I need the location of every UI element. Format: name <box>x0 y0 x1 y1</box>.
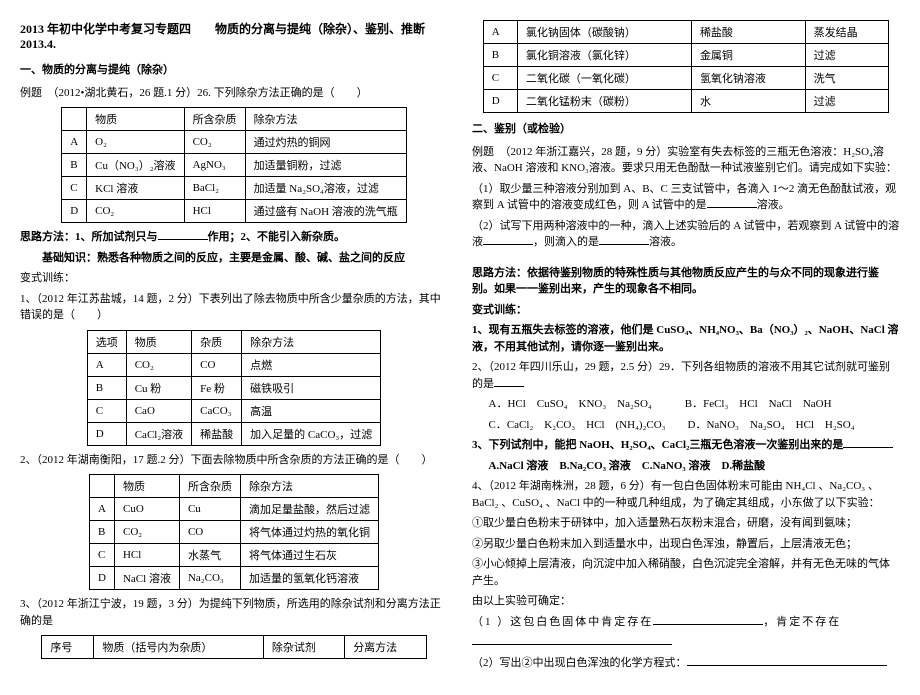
table-3: 物质 所含杂质 除杂方法 ACuOCu滴加足量盐酸，然后过滤 BCO₂CO将气体… <box>89 474 379 590</box>
example-2b: （1）取少量三种溶液分别加到 A、B、C 三支试管中，各滴入 1～2 滴无色酚酞… <box>472 181 900 214</box>
blank <box>158 239 208 240</box>
section-2-heading: 二、鉴别（或检验） <box>472 121 900 138</box>
r2-options-a: A．HCl CuSO₄ KNO₃ Na₂SO₄ B．FeCl₃ HCl NaCl… <box>489 396 901 413</box>
blank <box>599 244 649 245</box>
variant-heading-2: 变式训练： <box>472 302 900 319</box>
table-1: 物质 所含杂质 除杂方法 AO₂CO₂通过灼热的铜网 BCu（NO₃）₂溶液Ag… <box>61 107 407 223</box>
blank <box>494 386 524 387</box>
example-1: 例题 （2012•湖北黄石，26 题.1 分）26. 下列除杂方法正确的是（ ） <box>20 85 448 102</box>
blank <box>843 447 893 448</box>
example-2a: 例题 （2012 年浙江嘉兴，28 题，9 分）实验室有失去标签的三瓶无色溶液：… <box>472 144 900 177</box>
r-question-2: 2、（2012 年四川乐山，29 题，2.5 分）29．下列各组物质的溶液不用其… <box>472 359 900 392</box>
right-column: A氯化钠固体（碳酸钠）稀盐酸蒸发结晶 B氯化铜溶液（氯化锌）金属铜过滤 C二氧化… <box>472 20 900 675</box>
variant-heading: 变式训练： <box>20 270 448 287</box>
r4-answer1: （1 ）这包白色固体中肯定存在，肯定不存在 <box>472 614 900 631</box>
thinking-2: 思路方法：依据待鉴别物质的特殊性质与其他物质反应产生的与众不同的现象进行鉴别。如… <box>472 265 900 298</box>
r4-step3: ③小心倾掉上层清液，向沉淀中加入稀硝酸，白色沉淀完全溶解，并有无色无味的气体产生… <box>472 556 900 589</box>
r4-conclude: 由以上实验可确定： <box>472 593 900 610</box>
r2-options-b: C．CaCl₂ K₂CO₃ HCl (NH₄)₂CO₃ D．NaNO₃ Na₂S… <box>489 417 901 434</box>
r4-step2: ②另取少量白色粉末加入到适量水中，出现白色浑浊，静置后，上层清液无色； <box>472 536 900 553</box>
t1-h0 <box>62 108 87 131</box>
r4-step1: ①取少量白色粉末于研钵中，加入适量熟石灰粉末混合，研磨，没有闻到氨味； <box>472 515 900 532</box>
r-question-1: 1、现有五瓶失去标签的溶液，他们是 CuSO₄、NH₄NO₃、Ba（NO₃）₂、… <box>472 322 900 355</box>
table-4: 序号 物质（括号内为杂质） 除杂试剂 分离方法 <box>41 635 426 659</box>
base-knowledge: 基础知识：熟悉各种物质之间的反应，主要是金属、酸、碱、盐之间的反应 <box>20 250 448 267</box>
table-2: 选项 物质 杂质 除杂方法 ACO₂CO点燃 BCu 粉Fe 粉磁铁吸引 CCa… <box>87 330 382 446</box>
blank <box>653 624 763 625</box>
t1-h3: 除杂方法 <box>245 108 406 131</box>
section-1-heading: 一、物质的分离与提纯（除杂） <box>20 62 448 79</box>
r-question-4: 4、（2012 年湖南株洲，28 题，6 分）有一包白色固体粉末可能由 NH₄C… <box>472 478 900 511</box>
blank <box>707 207 757 208</box>
r4-answer2: （2）写出②中出现白色浑浊的化学方程式： <box>472 655 900 672</box>
blank <box>483 244 533 245</box>
r-question-3: 3、下列试剂中，能把 NaOH、H₂SO₄、CaCl₂三瓶无色溶液一次鉴别出来的… <box>472 437 900 454</box>
left-column: 2013 年初中化学中考复习专题四 物质的分离与提纯（除杂）、鉴别、推断 201… <box>20 20 448 675</box>
t1-h2: 所含杂质 <box>184 108 245 131</box>
r3-options: A.NaCl 溶液 B.Na₂CO₃ 溶液 C.NaNO₃ 溶液 D.稀盐酸 <box>489 458 901 475</box>
question-2: 2、（2012 年湖南衡阳，17 题.2 分）下面去除物质中所含杂质的方法正确的… <box>20 452 448 469</box>
t1-h1: 物质 <box>87 108 184 131</box>
question-1: 1、（2012 年江苏盐城，14 题，2 分）下表列出了除去物质中所含少量杂质的… <box>20 291 448 324</box>
table-5: A氯化钠固体（碳酸钠）稀盐酸蒸发结晶 B氯化铜溶液（氯化锌）金属铜过滤 C二氧化… <box>483 20 890 113</box>
thinking-1: 思路方法：1、所加试剂只与作用；2、不能引入新杂质。 <box>20 229 448 246</box>
blank <box>687 665 887 666</box>
example-2c: （2）试写下用两种溶液中的一种，滴入上述实验后的 A 试管中，若观察到 A 试管… <box>472 218 900 251</box>
blank <box>472 644 672 645</box>
question-3: 3、（2012 年浙江宁波，19 题，3 分）为提纯下列物质，所选用的除杂试剂和… <box>20 596 448 629</box>
page-title: 2013 年初中化学中考复习专题四 物质的分离与提纯（除杂）、鉴别、推断 201… <box>20 20 448 52</box>
